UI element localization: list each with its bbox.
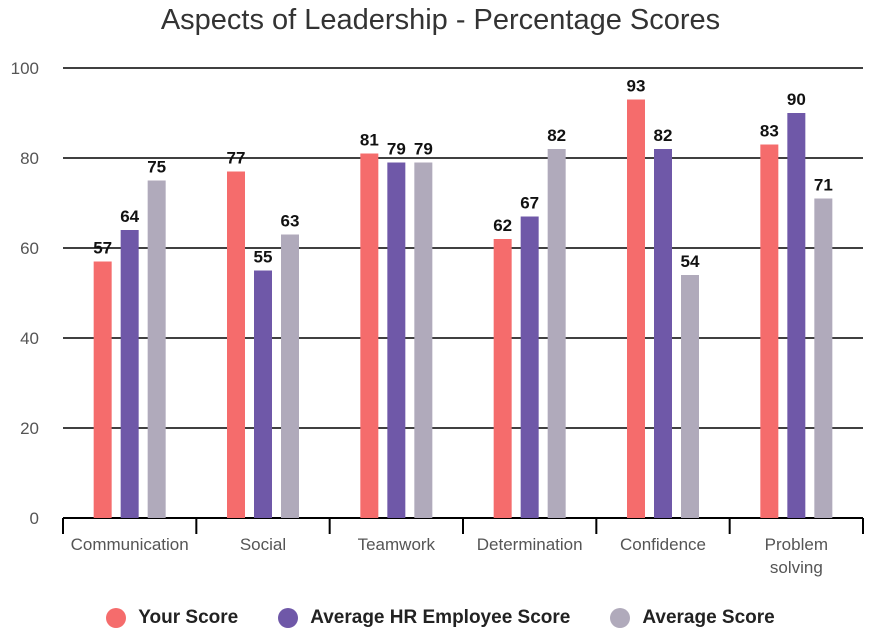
data-label: 57 [93, 239, 112, 258]
x-category-label: Communication [71, 535, 189, 554]
data-label: 62 [493, 216, 512, 235]
bar [520, 216, 539, 518]
data-label: 79 [387, 140, 406, 159]
legend-marker [278, 608, 299, 628]
legend-item: Average Score [610, 607, 775, 629]
data-label: 77 [227, 149, 246, 168]
y-tick-label: 20 [20, 419, 39, 438]
data-label: 82 [547, 126, 566, 145]
bar [814, 198, 833, 518]
bar [787, 113, 806, 518]
bar [681, 275, 699, 518]
data-label: 79 [414, 140, 433, 159]
bar [254, 270, 272, 518]
y-tick-label: 80 [20, 149, 39, 168]
data-label: 93 [627, 77, 646, 96]
bar [654, 149, 672, 518]
legend-item: Average HR Employee Score [278, 607, 570, 629]
x-category-label: Teamwork [358, 535, 436, 554]
data-label: 83 [760, 122, 779, 141]
bar [760, 144, 779, 518]
x-category-label: Social [240, 535, 286, 554]
data-label: 63 [281, 212, 300, 231]
legend-label: Your Score [138, 607, 239, 628]
data-label: 54 [681, 252, 700, 271]
y-tick-label: 0 [30, 509, 39, 528]
x-category-label: solving [770, 558, 823, 577]
legend: Your Score Average HR Employee Score Avera… [0, 604, 881, 632]
legend-label: Average Score [642, 607, 775, 628]
bar [360, 153, 379, 518]
bar [227, 171, 245, 518]
y-tick-label: 60 [20, 239, 39, 258]
data-label: 71 [814, 176, 833, 195]
data-label: 90 [787, 90, 806, 109]
data-label: 75 [147, 158, 166, 177]
data-label: 82 [654, 126, 673, 145]
data-label: 64 [120, 207, 139, 226]
y-tick-label: 40 [20, 329, 39, 348]
legend-label: Average HR Employee Score [310, 607, 571, 628]
data-label: 55 [254, 248, 273, 267]
bar [387, 162, 406, 518]
legend-marker [610, 608, 631, 628]
chart-title: Aspects of Leadership - Percentage Score… [160, 4, 721, 36]
bar [414, 162, 433, 518]
bar [493, 239, 512, 518]
legend-item: Your Score [106, 607, 238, 629]
legend-marker [106, 608, 127, 628]
data-label: 81 [360, 131, 379, 150]
data-label: 67 [520, 194, 539, 213]
bar [147, 180, 166, 518]
x-category-label: Problem [765, 535, 828, 554]
bar [93, 261, 112, 518]
bar [281, 234, 299, 518]
y-tick-label: 100 [11, 59, 39, 78]
bar [120, 230, 139, 518]
bar [627, 99, 645, 518]
bar [547, 149, 566, 518]
x-category-label: Confidence [620, 535, 706, 554]
x-category-label: Determination [477, 535, 583, 554]
